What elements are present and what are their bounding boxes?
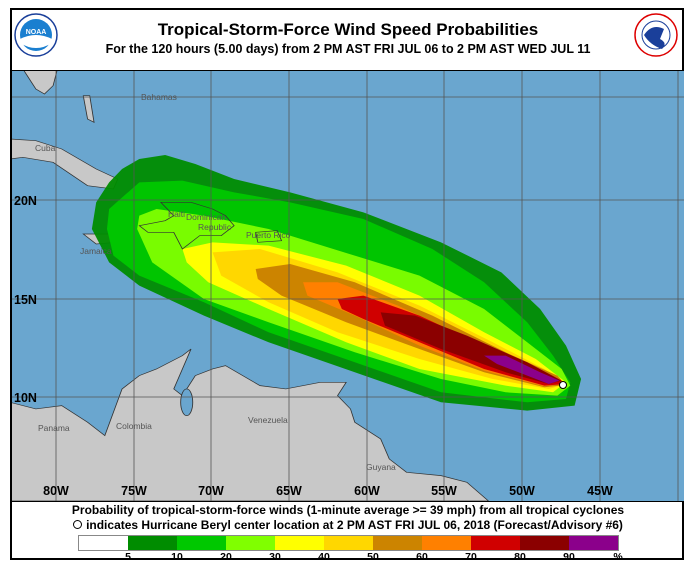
south-america [12,348,490,501]
label-cuba: Cuba [35,143,56,153]
caption-line-2-text: indicates Hurricane Beryl center locatio… [86,518,623,532]
legend-swatch [275,536,324,550]
label-haiti: Haiti [168,209,185,219]
noaa-logo: NOAA [14,13,58,57]
color-legend [78,535,619,551]
lake-maracaibo [180,388,194,416]
lon-label: 70W [198,484,224,498]
lon-label: 75W [121,484,147,498]
label-puerto-rico: Puerto Rico [246,230,291,240]
legend-tick-label: 40 [318,551,330,563]
bahamas-island [82,95,95,124]
probability-swath [91,154,582,411]
legend-swatch [471,536,520,550]
legend-swatch [324,536,373,550]
label-panama: Panama [38,423,70,433]
legend-swatch [177,536,226,550]
legend-swatch [520,536,569,550]
legend-tick-label: 30 [269,551,281,563]
legend-swatch [226,536,275,550]
label-dominican: Dominican [186,212,226,222]
map-shapes [12,71,582,501]
label-jamaica: Jamaica [80,246,112,256]
label-colombia: Colombia [116,421,152,431]
map-svg: Bahamas Cuba Haiti Dominican Republic Pu… [12,71,684,501]
lat-label: 20N [14,194,37,208]
legend-swatch [128,536,177,550]
label-republic: Republic [198,222,232,232]
page-title: Tropical-Storm-Force Wind Speed Probabil… [157,20,539,39]
lat-label: 10N [14,391,37,405]
lat-label: 15N [14,293,37,307]
legend-tick-label: 10 [171,551,183,563]
legend-tick-label: % [613,551,623,563]
lon-label: 45W [587,484,613,498]
legend-tick-label: 50 [367,551,379,563]
probability-map: Bahamas Cuba Haiti Dominican Republic Pu… [12,70,684,502]
graticule [12,71,684,501]
label-guyana: Guyana [366,462,396,472]
lon-label: 55W [431,484,457,498]
svg-text:NOAA: NOAA [26,29,47,36]
legend-tick-label: 90 [563,551,575,563]
legend-tick-label: 80 [514,551,526,563]
legend-tick-label: 5 [125,551,131,563]
lon-label: 65W [276,484,302,498]
caption-line-1: Probability of tropical-storm-force wind… [71,503,625,517]
legend-swatch [422,536,471,550]
legend-swatch [79,536,128,550]
lon-label: 80W [43,484,69,498]
label-venezuela: Venezuela [248,415,288,425]
legend-tick-label: 20 [220,551,232,563]
cuba [12,138,119,190]
legend-swatch [569,536,618,550]
florida [23,71,58,95]
legend-tick-label: 60 [416,551,428,563]
legend-swatch [373,536,422,550]
nws-logo [634,13,678,57]
legend-tick-label: 70 [465,551,477,563]
caption-line-2: indicates Hurricane Beryl center locatio… [0,518,696,532]
page-subtitle: For the 120 hours (5.00 days) from 2 PM … [105,42,591,56]
lon-label: 60W [354,484,380,498]
lon-label: 50W [509,484,535,498]
center-circle-icon [73,520,83,529]
storm-center-marker [559,381,567,389]
label-bahamas: Bahamas [141,92,177,102]
